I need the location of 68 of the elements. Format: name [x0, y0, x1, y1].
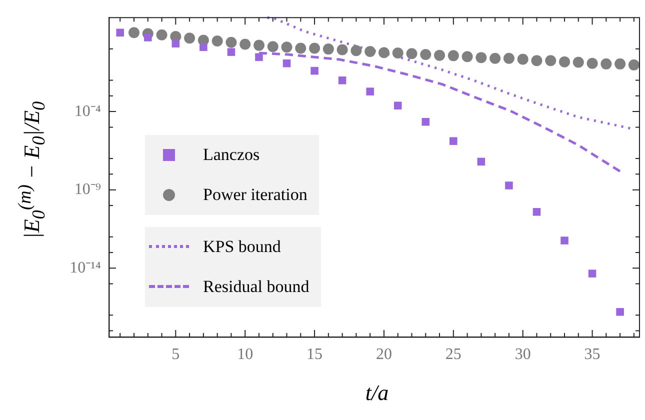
legend-label: Residual bound: [203, 277, 310, 297]
point: [184, 32, 196, 44]
point: [600, 58, 612, 70]
point: [364, 46, 376, 58]
point: [588, 270, 596, 278]
point: [531, 55, 542, 66]
point: [255, 53, 263, 61]
point: [614, 58, 626, 70]
point: [116, 28, 124, 36]
x-tick-label: 25: [445, 346, 462, 363]
point: [295, 42, 306, 54]
point: [422, 118, 430, 126]
point: [144, 34, 152, 42]
point: [503, 52, 514, 64]
point: [505, 182, 513, 190]
point: [476, 52, 487, 64]
point: [282, 59, 291, 68]
point: [200, 43, 208, 52]
y-tick-label: 10⁻⁴: [74, 102, 102, 120]
y-tick-label: 10⁻¹⁴: [70, 259, 102, 276]
point: [128, 27, 140, 38]
point: [586, 58, 598, 69]
point: [450, 137, 458, 145]
legend-label: Lanczos: [203, 145, 260, 165]
point: [227, 48, 236, 56]
y-tick-label: 10⁻⁹: [74, 181, 102, 198]
x-tick-label: 10: [237, 346, 254, 363]
point: [394, 102, 402, 110]
point: [462, 51, 473, 62]
point: [616, 308, 624, 316]
point: [378, 47, 390, 58]
point: [434, 50, 446, 61]
point: [281, 42, 292, 53]
point: [517, 54, 528, 65]
point: [156, 29, 168, 40]
x-tick-label: 15: [306, 346, 323, 363]
point: [309, 42, 320, 54]
point: [336, 44, 348, 56]
point: [350, 45, 362, 56]
point: [420, 49, 432, 60]
point: [490, 52, 501, 64]
x-tick-label: 20: [376, 346, 392, 363]
point: [392, 47, 404, 58]
point: [572, 56, 584, 68]
x-tick-label: 35: [584, 346, 600, 363]
point: [366, 88, 374, 96]
legend-label: Power iteration: [203, 185, 308, 205]
point: [240, 38, 251, 50]
point: [477, 158, 486, 166]
point: [628, 59, 640, 70]
point: [406, 48, 418, 60]
point: [226, 36, 237, 48]
point: [559, 56, 570, 68]
point: [253, 40, 264, 51]
point: [322, 44, 334, 55]
point: [212, 36, 223, 47]
point: [532, 208, 541, 216]
point: [172, 40, 180, 48]
x-tick-label: 30: [514, 346, 531, 363]
x-tick-label: 5: [172, 346, 180, 363]
point: [267, 41, 278, 52]
x-axis-title: t/a: [364, 380, 390, 406]
point: [310, 66, 318, 75]
point: [448, 50, 459, 62]
point: [338, 76, 346, 84]
point: [560, 236, 568, 244]
legend-label: KPS bound: [203, 237, 281, 257]
point: [545, 55, 556, 66]
